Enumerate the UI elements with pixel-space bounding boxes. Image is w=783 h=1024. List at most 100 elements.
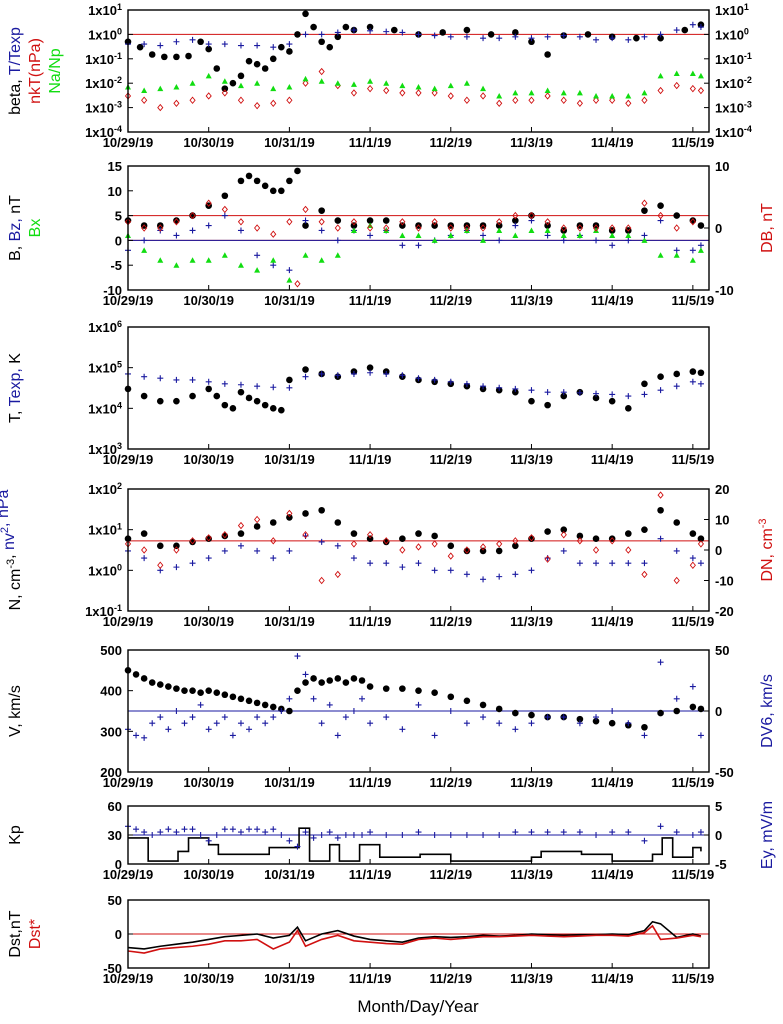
x-tick-label: 11/2/19 xyxy=(429,867,472,882)
data-point xyxy=(576,829,583,836)
data-point xyxy=(592,394,600,402)
x-tick-label: 11/2/19 xyxy=(429,775,472,790)
series-line xyxy=(127,920,702,950)
data-point xyxy=(528,38,535,46)
y-tick-label-right: 0 xyxy=(715,221,722,236)
data-point xyxy=(221,192,229,200)
data-point xyxy=(431,222,438,229)
data-point xyxy=(213,832,220,838)
data-point xyxy=(496,237,503,244)
data-point xyxy=(237,262,244,268)
data-point xyxy=(463,571,470,578)
data-point xyxy=(673,81,680,90)
data-point xyxy=(237,177,245,185)
data-point xyxy=(318,538,325,545)
data-point xyxy=(185,52,192,60)
data-point xyxy=(157,224,164,232)
x-tick-label: 10/29/19 xyxy=(103,293,154,308)
data-point xyxy=(576,33,583,40)
data-point xyxy=(358,677,366,684)
y-tick-label-right: -50 xyxy=(715,765,734,780)
data-point xyxy=(544,389,551,396)
data-point xyxy=(399,82,406,89)
data-point xyxy=(689,378,696,385)
x-tick-label: 11/4/19 xyxy=(591,135,634,150)
y-tick-label-right: 1x10-2 xyxy=(715,75,752,91)
data-point xyxy=(318,227,325,234)
data-point xyxy=(697,380,704,387)
data-point xyxy=(657,86,664,95)
x-tick-label: 11/3/19 xyxy=(510,452,553,467)
data-point xyxy=(641,723,648,731)
data-point xyxy=(278,187,285,195)
data-point xyxy=(697,86,705,95)
data-point xyxy=(544,401,551,409)
y-tick-label: 60 xyxy=(108,799,122,814)
data-point xyxy=(350,832,357,838)
data-point xyxy=(278,43,285,51)
data-point xyxy=(229,693,237,701)
data-point xyxy=(310,23,317,31)
data-point xyxy=(480,832,487,838)
data-point xyxy=(310,834,317,841)
data-point xyxy=(205,257,212,263)
data-point xyxy=(334,732,341,739)
data-point xyxy=(205,41,212,48)
series-dst- xyxy=(127,924,702,954)
data-point xyxy=(560,224,567,232)
data-point xyxy=(350,89,358,97)
data-point xyxy=(367,720,374,727)
data-point xyxy=(173,218,180,226)
data-point xyxy=(213,720,220,727)
data-point xyxy=(576,532,584,540)
x-tick-label: 11/3/19 xyxy=(510,867,553,882)
series-kp xyxy=(128,827,702,862)
data-point xyxy=(560,89,567,96)
data-point xyxy=(431,376,438,383)
data-point xyxy=(286,837,293,844)
data-point xyxy=(593,390,600,397)
data-point xyxy=(149,720,156,727)
data-point xyxy=(496,99,503,108)
data-point xyxy=(269,405,277,412)
data-point xyxy=(310,675,317,682)
y-tick-label-right: -10 xyxy=(715,283,734,298)
series-bz xyxy=(125,212,704,274)
data-point xyxy=(463,720,470,727)
data-point xyxy=(399,232,406,238)
panel-2: -10 -5 0 5 10 15 -10 0 10 10/29/19 10/30/19 10/31/1… xyxy=(7,159,776,308)
y-axis-label-right: Ey, mV/m xyxy=(759,801,776,869)
data-point xyxy=(697,829,704,836)
data-point xyxy=(697,560,704,567)
data-point xyxy=(399,89,406,97)
data-point xyxy=(221,212,228,219)
data-point xyxy=(689,70,696,76)
data-point xyxy=(350,708,357,714)
y-tick-label-right: 1x10-1 xyxy=(715,51,752,67)
series-line xyxy=(127,924,702,954)
data-point xyxy=(359,832,366,838)
y-tick-label-right: 50 xyxy=(715,643,729,658)
data-point xyxy=(326,677,334,684)
data-point xyxy=(270,99,277,108)
data-point xyxy=(697,72,704,79)
x-tick-label: 11/5/19 xyxy=(672,452,715,467)
data-point xyxy=(181,687,188,694)
data-point xyxy=(415,375,422,382)
y-tick-label: 1x105 xyxy=(88,360,122,376)
data-point xyxy=(609,708,616,714)
data-point xyxy=(254,826,261,833)
data-point xyxy=(592,546,600,554)
data-point xyxy=(544,222,551,229)
data-point xyxy=(673,707,681,715)
data-point xyxy=(657,373,664,380)
data-point xyxy=(237,388,245,396)
data-point xyxy=(173,262,180,268)
y-tick-label: 1x104 xyxy=(88,400,122,416)
data-point xyxy=(512,388,519,396)
data-point xyxy=(463,26,471,34)
data-point xyxy=(141,237,148,244)
data-point xyxy=(156,681,164,688)
panel-5: 200 300 400 500 -50 0 50 10/29/19 10/30/19 10/31/… xyxy=(7,643,776,790)
data-point xyxy=(302,531,309,539)
